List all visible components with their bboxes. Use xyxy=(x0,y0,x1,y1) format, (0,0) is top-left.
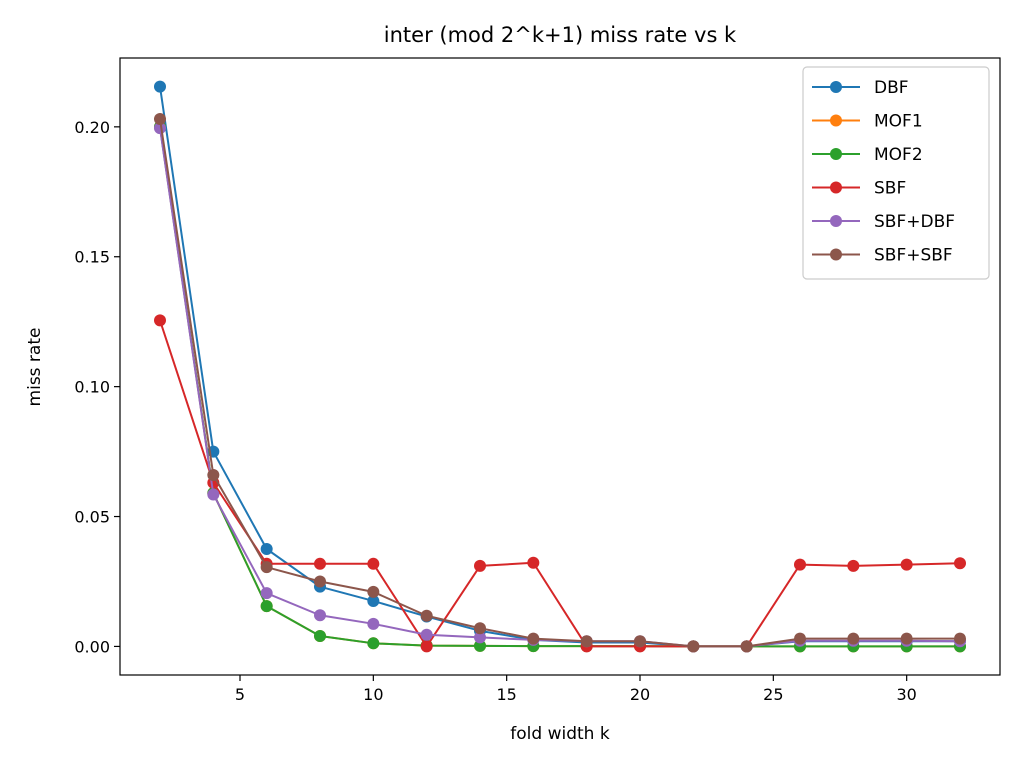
chart-title: inter (mod 2^k+1) miss rate vs k xyxy=(384,23,737,47)
data-point xyxy=(420,628,433,641)
data-point xyxy=(847,632,860,645)
legend-item: MOF1 xyxy=(812,112,923,132)
legend-marker xyxy=(830,148,842,160)
y-axis-ticks: 0.00 0.05 0.10 0.15 0.20 xyxy=(74,118,120,656)
data-point xyxy=(367,617,380,630)
data-point xyxy=(634,635,646,648)
data-point xyxy=(260,600,273,613)
data-point xyxy=(154,80,166,93)
data-point xyxy=(687,640,700,653)
data-point xyxy=(794,558,806,571)
legend-label: MOF2 xyxy=(874,145,923,165)
data-point xyxy=(207,488,220,501)
data-point xyxy=(474,639,486,652)
y-tick-label: 0.05 xyxy=(74,508,110,527)
data-point xyxy=(367,637,380,650)
data-point xyxy=(900,632,913,645)
plot-frame xyxy=(119,57,1001,676)
data-point xyxy=(314,575,326,588)
legend-item: SBF xyxy=(812,179,906,199)
data-point xyxy=(314,630,326,643)
x-axis-label: fold width k xyxy=(510,724,610,744)
y-tick-label: 0.10 xyxy=(74,378,110,397)
y-tick-label: 0.00 xyxy=(74,637,110,656)
x-axis-ticks: 5 10 15 20 25 30 xyxy=(235,675,917,704)
series-line xyxy=(159,118,960,648)
legend-marker xyxy=(830,114,842,127)
data-point xyxy=(740,640,753,653)
data-point xyxy=(260,587,273,600)
y-axis-label: miss rate xyxy=(25,328,45,407)
data-point xyxy=(260,543,273,556)
series-layer xyxy=(154,80,966,653)
series-line xyxy=(159,126,960,648)
legend-marker xyxy=(830,248,842,261)
legend: DBF MOF1 MOF2 SBF SBF+DBF SBF+SBF xyxy=(802,66,990,280)
x-tick-label: 30 xyxy=(896,685,916,704)
legend-label: SBF+DBF xyxy=(874,212,955,232)
x-tick-label: 25 xyxy=(763,685,783,704)
x-tick-label: 5 xyxy=(235,685,245,704)
legend-label: SBF+SBF xyxy=(874,246,953,266)
data-point xyxy=(474,631,486,644)
data-point xyxy=(260,561,273,574)
data-point xyxy=(367,585,380,598)
data-point xyxy=(154,314,166,327)
data-point xyxy=(580,635,593,648)
legend-label: DBF xyxy=(874,78,909,98)
data-point xyxy=(794,632,806,645)
y-tick-label: 0.20 xyxy=(74,118,110,137)
x-tick-label: 20 xyxy=(630,685,650,704)
legend-marker xyxy=(830,215,842,227)
data-point xyxy=(474,622,486,635)
data-point xyxy=(474,559,486,572)
data-point xyxy=(314,557,326,570)
legend-marker xyxy=(830,181,842,194)
legend-label: SBF xyxy=(874,179,906,199)
data-point xyxy=(527,632,540,645)
series-line xyxy=(159,320,961,648)
data-point xyxy=(367,557,380,570)
x-tick-label: 15 xyxy=(496,685,516,704)
data-point xyxy=(367,594,380,607)
data-point xyxy=(527,556,540,569)
data-point xyxy=(954,632,966,645)
data-point xyxy=(154,122,166,135)
data-point xyxy=(900,558,913,571)
data-point xyxy=(420,640,433,653)
legend-item: MOF2 xyxy=(812,145,923,165)
y-tick-label: 0.15 xyxy=(74,248,110,267)
x-tick-label: 10 xyxy=(363,685,383,704)
legend-item: DBF xyxy=(812,78,909,98)
data-point xyxy=(847,559,860,572)
data-point xyxy=(154,113,166,126)
data-point xyxy=(207,468,220,481)
data-point xyxy=(420,609,433,622)
series-sbf-sbf xyxy=(154,113,966,653)
legend-item: SBF+DBF xyxy=(812,212,955,232)
legend-label: MOF1 xyxy=(874,112,923,132)
legend-marker xyxy=(830,81,842,93)
data-point xyxy=(954,557,966,570)
legend-item: SBF+SBF xyxy=(812,246,953,266)
data-point xyxy=(314,609,326,622)
